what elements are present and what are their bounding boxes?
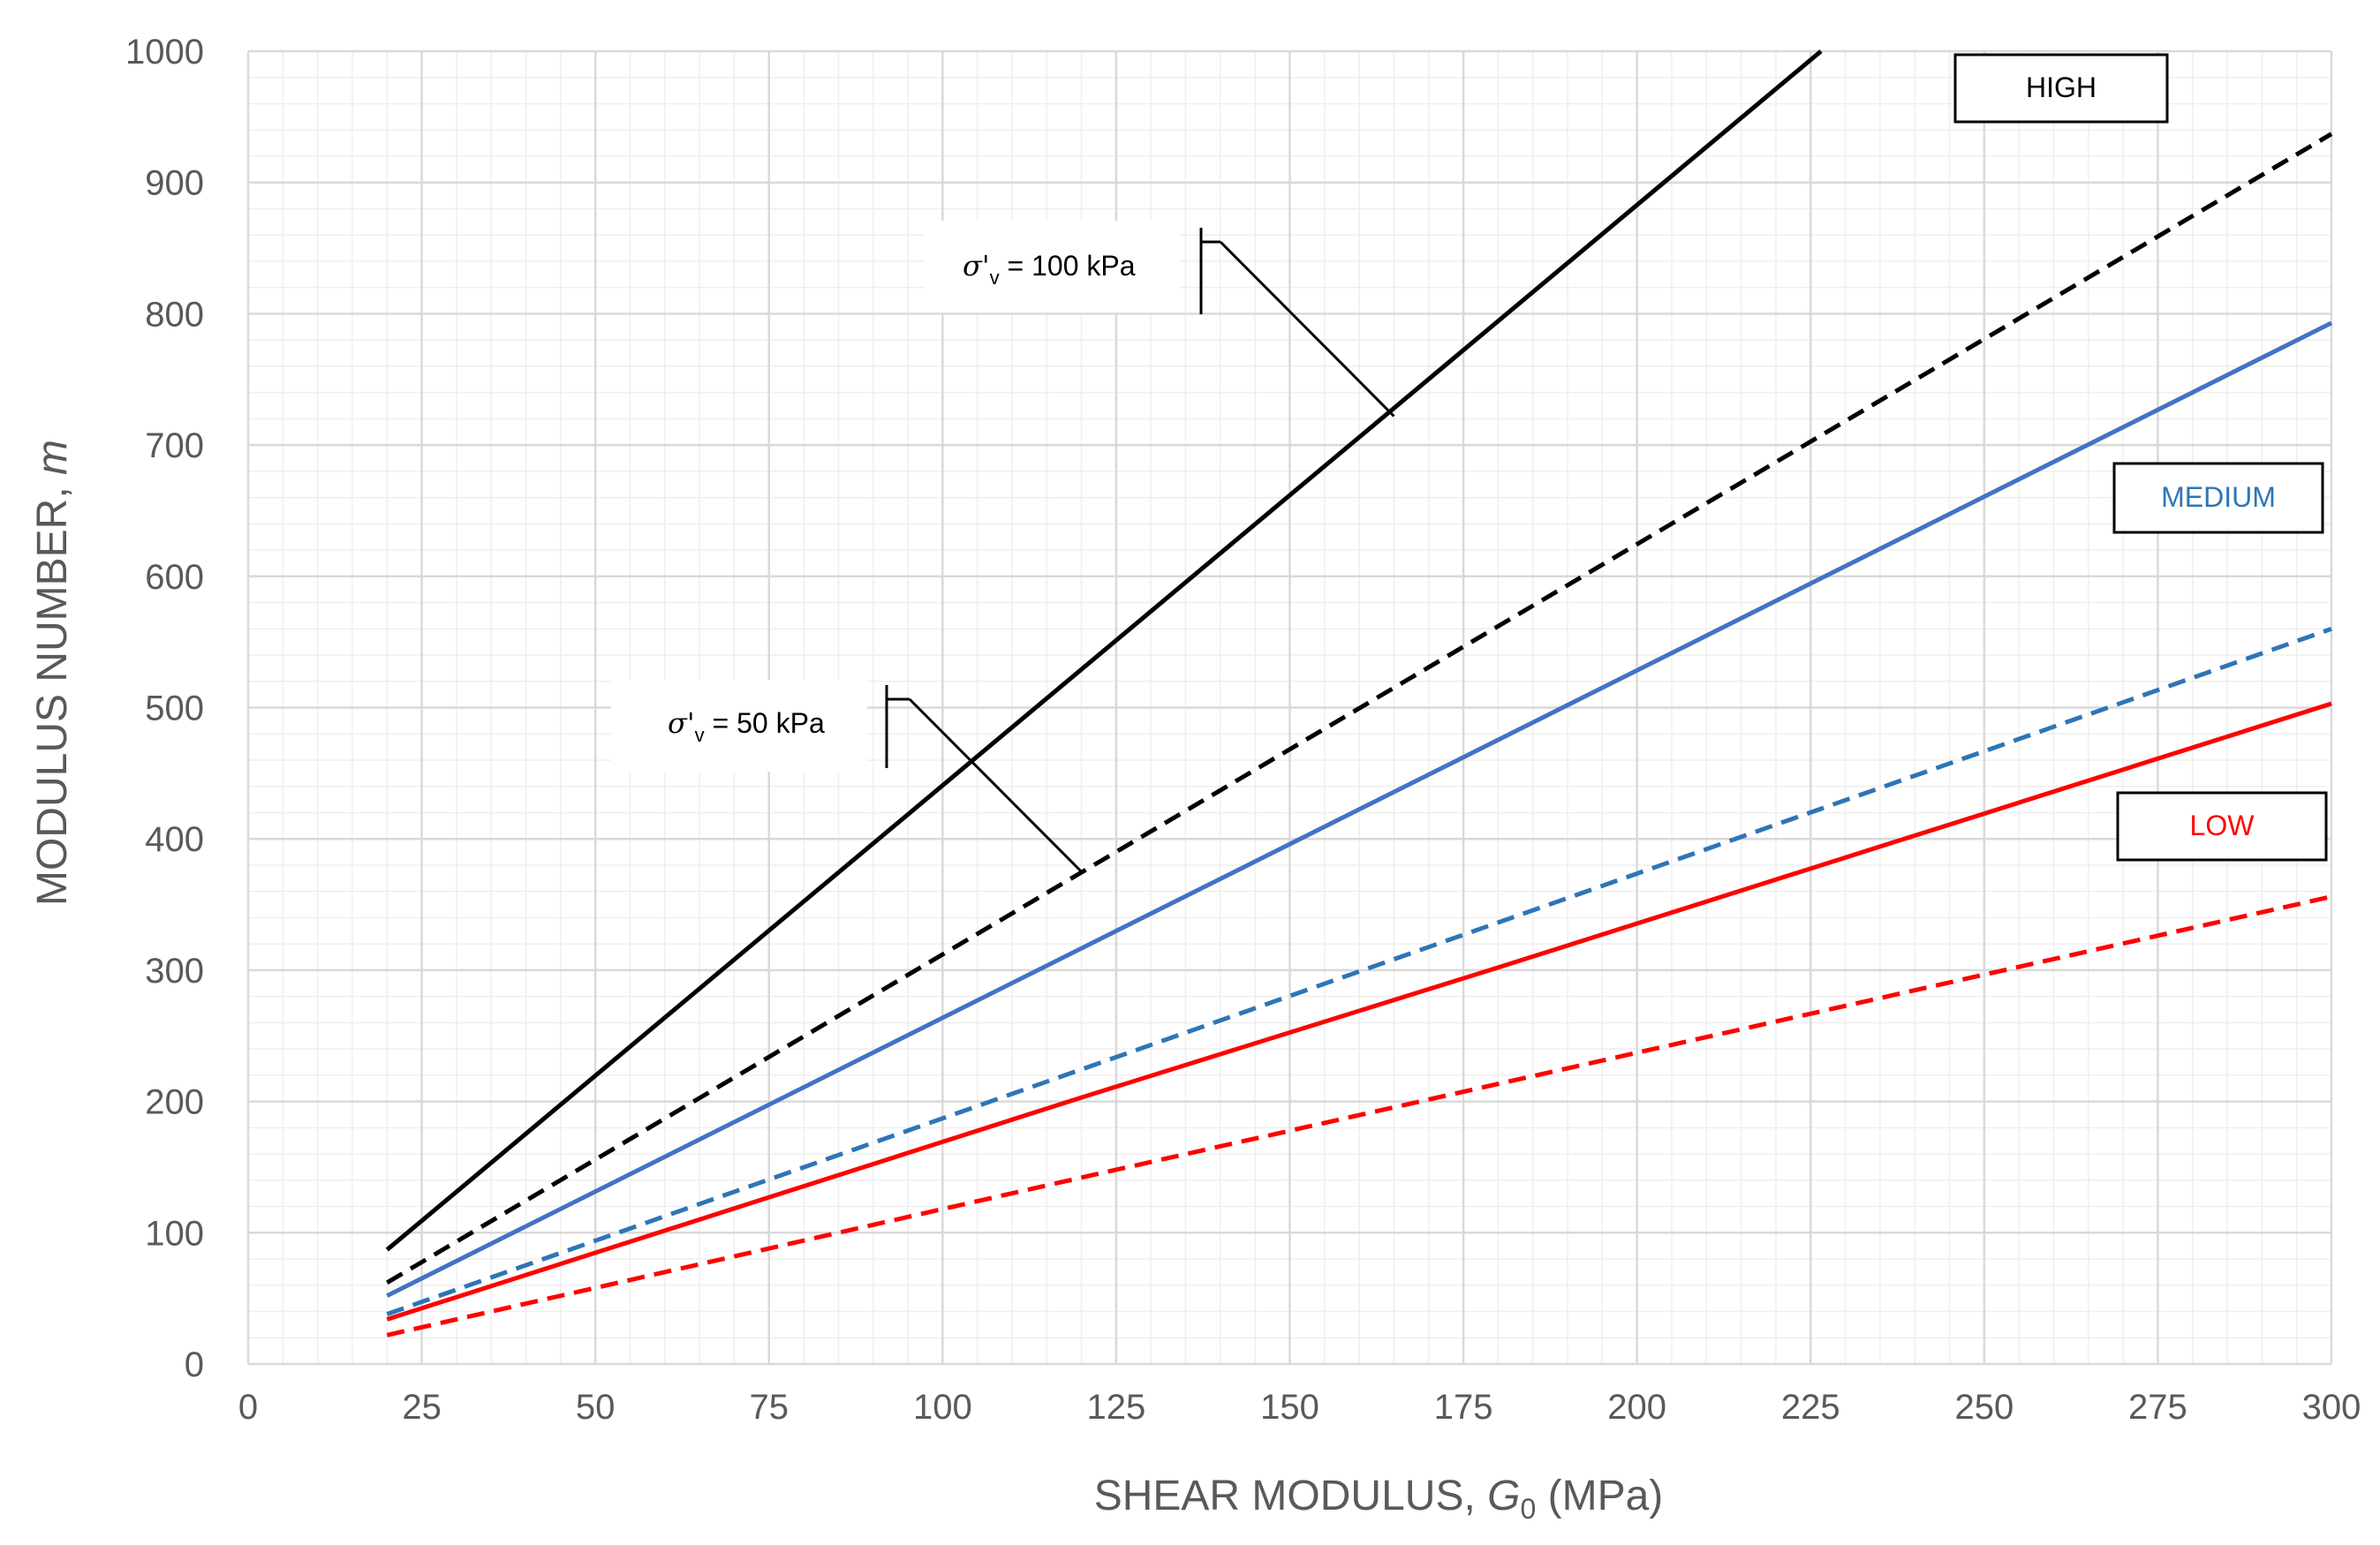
series-line-medium-dashed xyxy=(386,626,2332,1316)
x-tick-labels: 0 25 50 75 100 125 150 175 200 225 250 275 300 xyxy=(238,1388,2361,1427)
annotation-50kpa-leader xyxy=(908,697,1083,873)
series-line-medium-solid xyxy=(386,320,2333,1298)
x-tick-label: 150 xyxy=(1260,1388,1319,1427)
major-gridlines xyxy=(246,49,2333,1366)
y-tick-label: 100 xyxy=(145,1214,204,1253)
x-tick-label: 200 xyxy=(1607,1388,1666,1427)
x-tick-label: 300 xyxy=(2302,1388,2361,1427)
y-tick-labels: 0 100 200 300 400 500 600 700 800 900 1000 xyxy=(125,33,204,1384)
y-axis-title: MODULUS NUMBER, m xyxy=(29,440,76,906)
x-tick-label: 25 xyxy=(402,1388,442,1427)
series-line-low-solid xyxy=(386,701,2332,1322)
annotation-100kpa-label: σ'v = 100 kPa xyxy=(963,249,1136,289)
legend-label-low: LOW xyxy=(2190,810,2255,841)
x-tick-label: 50 xyxy=(576,1388,616,1427)
y-tick-label: 500 xyxy=(145,690,204,728)
y-tick-label: 0 xyxy=(185,1345,204,1384)
x-tick-label: 75 xyxy=(750,1388,790,1427)
legend-label-medium: MEDIUM xyxy=(2161,481,2276,513)
y-tick-label: 800 xyxy=(145,295,204,334)
series-line-low-dashed xyxy=(386,894,2332,1338)
x-tick-label: 275 xyxy=(2128,1388,2187,1427)
legend-box-low: LOW xyxy=(2116,791,2328,862)
legend-box-high: HIGH xyxy=(1953,53,2169,124)
annotation-100kpa-bracket xyxy=(1199,228,1220,314)
annotation-100kpa: σ'v = 100 kPa xyxy=(924,221,1395,418)
y-tick-label: 300 xyxy=(145,952,204,991)
x-tick-label: 125 xyxy=(1087,1388,1146,1427)
y-tick-label: 1000 xyxy=(125,33,204,72)
legend-box-medium: MEDIUM xyxy=(2112,462,2324,534)
x-axis-title: SHEAR MODULUS, G0 (MPa) xyxy=(1094,1473,1664,1525)
y-tick-label: 400 xyxy=(145,820,204,859)
y-tick-label: 900 xyxy=(145,164,204,203)
x-tick-label: 0 xyxy=(238,1388,258,1427)
x-tick-label: 175 xyxy=(1434,1388,1493,1427)
legend-label-high: HIGH xyxy=(2026,72,2097,103)
y-tick-label: 700 xyxy=(145,426,204,465)
y-tick-label: 600 xyxy=(145,558,204,597)
data-series xyxy=(385,49,2333,1338)
annotation-50kpa-bracket xyxy=(885,685,910,768)
x-tick-label: 100 xyxy=(913,1388,972,1427)
annotation-50kpa: σ'v = 50 kPa xyxy=(611,680,1083,873)
series-line-high-dashed xyxy=(386,132,2333,1285)
x-tick-label: 225 xyxy=(1781,1388,1840,1427)
annotation-50kpa-label: σ'v = 50 kPa xyxy=(668,706,825,746)
series-line-high-solid xyxy=(385,49,1823,1252)
annotation-100kpa-leader xyxy=(1219,240,1395,418)
x-tick-label: 250 xyxy=(1954,1388,2014,1427)
y-tick-label: 200 xyxy=(145,1083,204,1122)
